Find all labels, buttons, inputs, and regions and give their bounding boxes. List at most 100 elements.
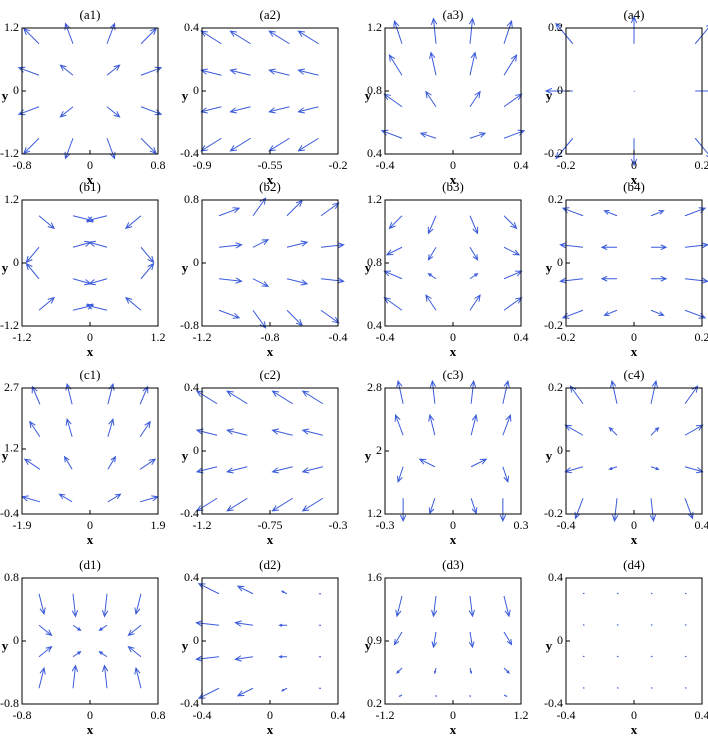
panel-title: (b2): [259, 179, 281, 194]
x-tick-label: 0: [450, 708, 456, 722]
arrow: [431, 595, 438, 618]
arrow: [106, 22, 116, 44]
arrow: [427, 273, 437, 280]
y-tick-label: -0.8: [0, 696, 19, 710]
y-tick-label: 0.4: [548, 570, 563, 584]
arrow: [38, 593, 46, 616]
plot-frame: [384, 577, 522, 705]
arrow: [320, 277, 345, 284]
arrow: [268, 106, 290, 114]
x-tick-label: 0: [450, 330, 456, 344]
y-axis-label: y: [2, 448, 9, 463]
y-tick-label: 0: [557, 255, 563, 269]
x-tick-label: -1.9: [13, 518, 32, 532]
arrow: [301, 466, 324, 474]
x-axis-label: x: [631, 722, 638, 737]
x-axis-label: x: [450, 722, 457, 737]
arrow: [503, 54, 518, 76]
arrow: [301, 497, 324, 512]
y-tick-label: 0.2: [548, 380, 563, 394]
arrow: [684, 687, 687, 689]
arrow: [200, 137, 222, 152]
arrow: [684, 655, 687, 658]
arrow: [301, 428, 324, 436]
arrow: [610, 379, 618, 404]
y-tick-label: -0.4: [544, 696, 563, 710]
arrow: [280, 687, 288, 692]
y-tick-label: -0.2: [544, 146, 563, 160]
arrow: [503, 595, 511, 618]
arrow: [134, 593, 142, 616]
panel: (a4) -0.2 0 0.2 -0.2 0 0.2 x y: [544, 7, 708, 187]
arrow: [229, 137, 251, 152]
x-tick-label: 0: [87, 330, 93, 344]
arrow: [470, 498, 478, 515]
arrow: [650, 309, 665, 317]
panel: (d4) -0.4 0 0.4 -0.4 0 0.4 x y: [544, 557, 708, 737]
arrow: [140, 246, 155, 264]
x-tick-label: -0.4: [557, 708, 576, 722]
arrow: [469, 379, 477, 404]
arrow: [64, 22, 74, 44]
x-axis-label: x: [631, 532, 638, 547]
panel: (c4) -0.4 0 0.4 -0.2 0 0.2 x y: [544, 367, 708, 547]
x-tick-label: 0: [450, 158, 456, 172]
arrow: [582, 624, 585, 626]
arrow: [234, 620, 254, 627]
plot-frame: [565, 577, 703, 705]
arrow: [470, 413, 478, 436]
y-tick-label: 1.6: [367, 570, 382, 584]
arrow: [428, 498, 436, 515]
arrow: [651, 244, 668, 251]
y-tick-label: 0.4: [184, 380, 199, 394]
x-tick-label: -0.4: [329, 330, 348, 344]
plot-frame: [201, 387, 339, 515]
arrow: [603, 309, 618, 317]
arrow: [106, 138, 116, 160]
arrow: [574, 498, 584, 520]
arrow: [582, 655, 585, 658]
x-tick-label: -0.8: [261, 330, 280, 344]
arrow: [297, 30, 319, 45]
arrow: [107, 493, 122, 503]
arrow: [229, 68, 251, 76]
arrow: [71, 664, 79, 689]
panel: (b2)-1.2 -0.8 -0.4-0.800.8xy: [180, 179, 348, 359]
arrow: [611, 498, 619, 523]
arrow: [398, 694, 403, 697]
y-axis-label: y: [546, 88, 553, 103]
arrow: [195, 390, 218, 405]
panel-title: (d1): [79, 557, 101, 572]
x-tick-label: 0: [87, 708, 93, 722]
x-tick-label: -1.2: [193, 518, 212, 532]
y-tick-label: 0: [13, 633, 19, 647]
arrow: [633, 90, 635, 92]
arrow: [428, 413, 436, 436]
plot-frame: [21, 577, 159, 705]
arrow: [435, 695, 437, 698]
panel: (d2) -0.4 0 0.4 -0.4 0 0.4 x y: [180, 557, 346, 737]
x-axis-label: x: [267, 172, 274, 187]
arrow: [229, 106, 251, 114]
arrow: [200, 106, 222, 114]
arrow: [101, 593, 109, 618]
arrow: [399, 498, 407, 523]
y-tick-label: 1.2: [367, 20, 382, 34]
arrow: [695, 90, 708, 92]
arrow: [286, 278, 309, 286]
panel: (c3) -0.3 0 0.3 1.2 2 2.8 x y: [365, 367, 529, 547]
arrow: [25, 262, 40, 280]
arrow: [684, 242, 708, 249]
arrow: [650, 466, 660, 471]
y-tick-label: 1.2: [4, 192, 19, 206]
plot-frame: [384, 387, 522, 515]
x-tick-label: -0.2: [557, 158, 576, 172]
arrow: [286, 309, 303, 327]
x-tick-label: 0.4: [695, 708, 708, 722]
arrow: [218, 242, 243, 249]
arrow: [503, 631, 513, 646]
y-tick-label: 0.4: [367, 318, 382, 332]
y-axis-label: y: [546, 260, 553, 275]
arrow: [72, 240, 92, 248]
x-tick-label: -0.8: [13, 158, 32, 172]
